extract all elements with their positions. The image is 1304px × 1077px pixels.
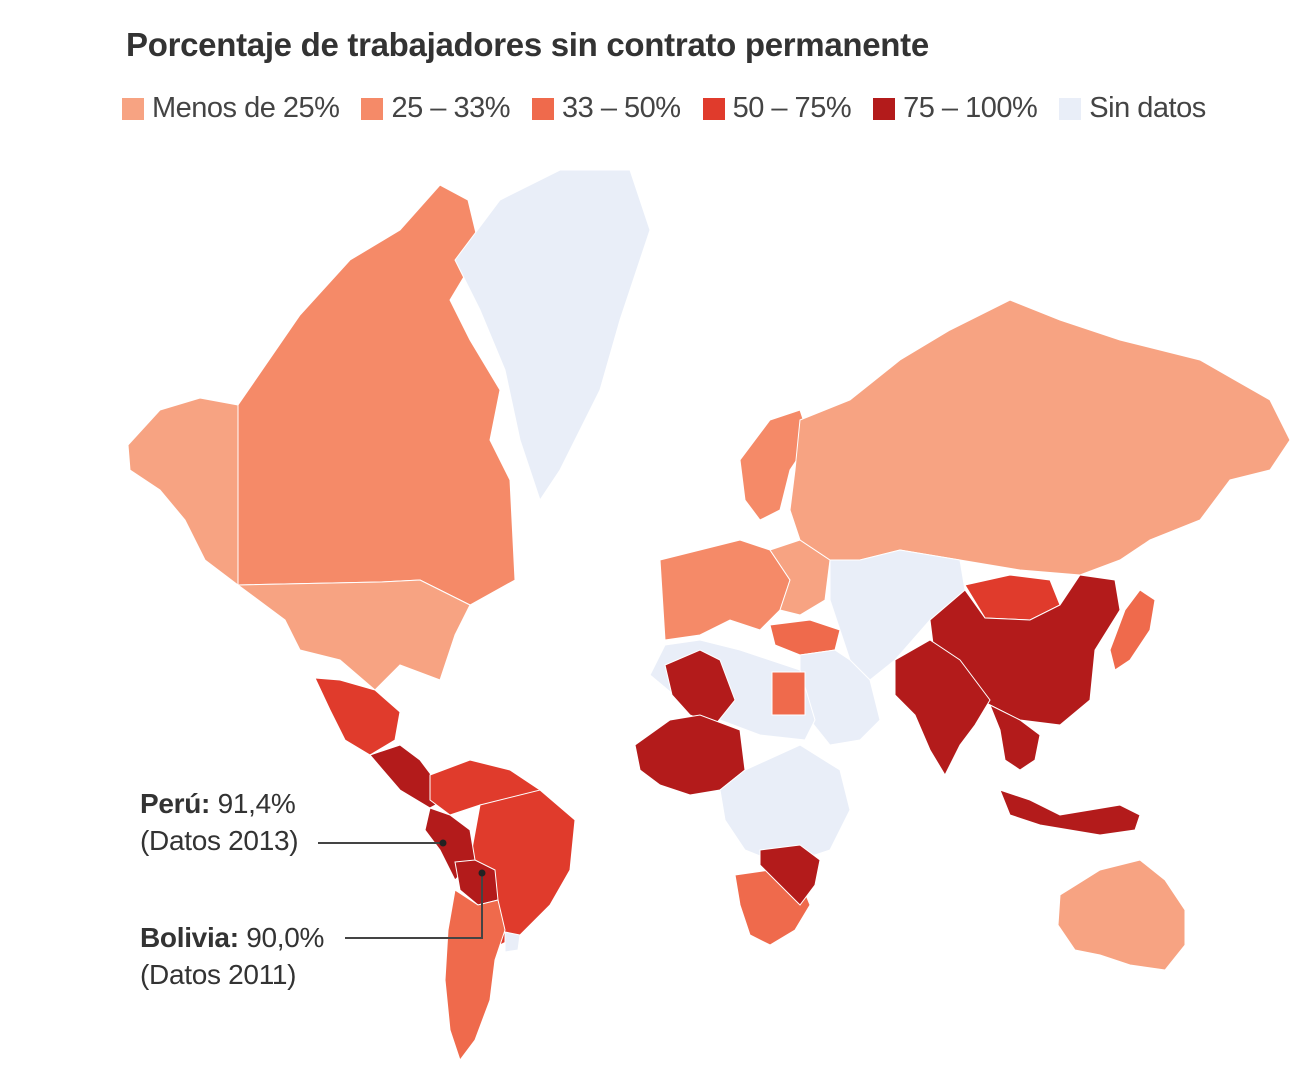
callout-bolivia-note: (Datos 2011) xyxy=(140,958,297,990)
region-mozambique-zimbabwe xyxy=(759,844,821,906)
legend-item: 50 – 75% xyxy=(702,92,852,125)
region-alaska xyxy=(127,397,239,587)
legend: Menos de 25% 25 – 33% 33 – 50% 50 – 75% … xyxy=(122,92,1206,125)
legend-label: 50 – 75% xyxy=(732,92,852,124)
callout-bolivia-value: 90,0% xyxy=(246,922,325,953)
legend-label: 25 – 33% xyxy=(391,92,511,124)
world-map xyxy=(127,169,1291,1062)
region-uruguay xyxy=(504,931,521,953)
region-australia xyxy=(1057,859,1186,971)
region-algeria xyxy=(664,649,736,726)
callout-bolivia-name: Bolivia: xyxy=(140,922,239,953)
region-argentina-chile xyxy=(444,889,506,1062)
region-scandinavia xyxy=(739,409,811,521)
map-title: Porcentaje de trabajadores sin contrato … xyxy=(126,26,929,63)
region-central-africa xyxy=(719,744,851,861)
region-indonesia xyxy=(999,789,1141,836)
region-egypt xyxy=(771,671,806,716)
callout-peru-name: Perú: xyxy=(140,788,211,819)
callout-dot-bolivia xyxy=(478,869,486,877)
legend-swatch xyxy=(1059,97,1082,120)
region-united-states xyxy=(236,579,471,691)
legend-label: Menos de 25% xyxy=(152,92,340,124)
legend-label: Sin datos xyxy=(1089,92,1206,124)
region-central-asia xyxy=(829,549,966,681)
region-turkey xyxy=(769,619,841,656)
callout-line-bolivia xyxy=(345,873,483,939)
callout-dot-peru xyxy=(439,839,447,847)
callout-peru: Perú: 91,4% (Datos 2013) xyxy=(140,786,299,860)
legend-swatch xyxy=(702,97,725,120)
callout-peru-value: 91,4% xyxy=(217,788,296,819)
legend-swatch xyxy=(873,97,896,120)
legend-swatch xyxy=(361,97,384,120)
callout-peru-note: (Datos 2013) xyxy=(140,824,299,856)
region-mexico xyxy=(314,677,401,756)
region-india xyxy=(894,639,991,777)
legend-item: Sin datos xyxy=(1059,92,1206,125)
legend-label: 75 – 100% xyxy=(903,92,1038,124)
legend-item: Menos de 25% xyxy=(122,92,340,125)
legend-item: 33 – 50% xyxy=(532,92,681,125)
region-russia xyxy=(789,299,1291,576)
legend-item: 25 – 33% xyxy=(361,92,511,125)
region-japan xyxy=(1109,589,1156,671)
region-greenland xyxy=(454,169,651,502)
legend-swatch xyxy=(532,97,555,120)
legend-label: 33 – 50% xyxy=(562,92,681,124)
region-southeast-asia xyxy=(989,703,1041,771)
legend-item: 75 – 100% xyxy=(873,92,1038,125)
legend-swatch xyxy=(122,97,144,120)
callout-bolivia: Bolivia: 90,0% (Datos 2011) xyxy=(140,920,324,994)
